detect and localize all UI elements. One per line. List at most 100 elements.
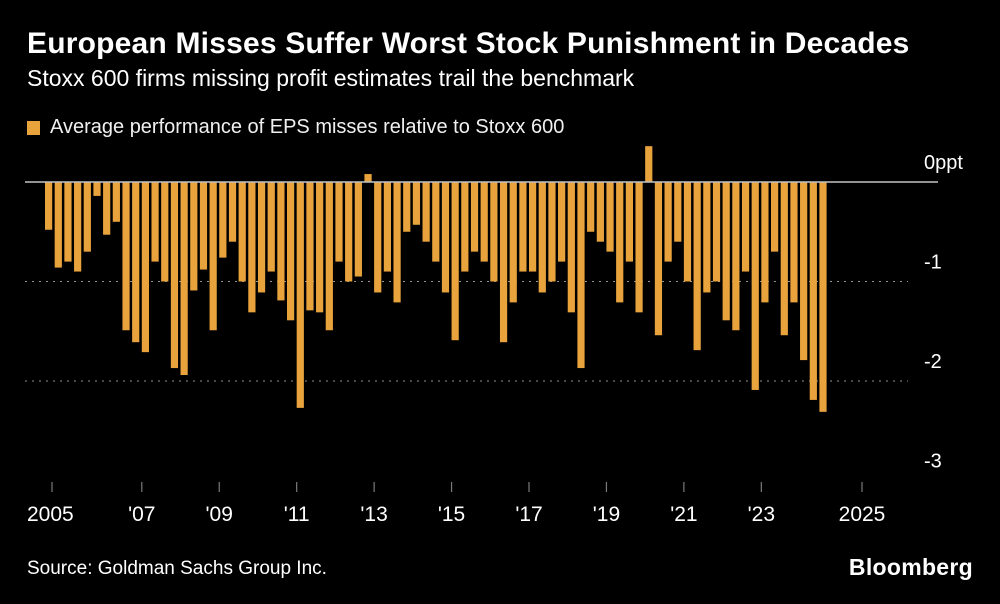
bar: [45, 182, 53, 230]
bar: [800, 182, 808, 361]
bar: [383, 182, 391, 272]
legend-swatch-icon: [27, 120, 40, 135]
bar: [316, 182, 324, 313]
bar: [432, 182, 440, 262]
bar: [257, 182, 266, 293]
bar: [635, 182, 643, 313]
page-title: European Misses Suffer Worst Stock Punis…: [27, 27, 910, 60]
x-axis-label: '15: [438, 503, 465, 526]
bar: [132, 182, 140, 343]
x-axis-label: '07: [128, 503, 155, 526]
bar: [238, 182, 246, 282]
bar: [335, 182, 343, 262]
bar: [112, 182, 120, 222]
bar: [567, 182, 575, 313]
bar: [93, 182, 101, 196]
bar: [761, 182, 769, 303]
legend: Average performance of EPS misses relati…: [27, 116, 564, 139]
x-axis-label: '09: [206, 503, 233, 526]
x-axis-label: '21: [670, 503, 697, 526]
bar: [538, 182, 546, 293]
bar: [161, 182, 169, 282]
y-axis-label: -2: [924, 351, 942, 373]
bar: [558, 182, 566, 262]
x-axis-label: 2025: [839, 503, 886, 526]
bar: [209, 182, 217, 331]
bar: [180, 182, 188, 376]
bar: [228, 182, 237, 242]
bar: [64, 182, 72, 262]
bar: [499, 182, 508, 343]
bar: [577, 182, 585, 369]
bar: [461, 182, 469, 272]
x-axis-label: '19: [593, 503, 620, 526]
legend-label: Average performance of EPS misses relati…: [50, 116, 565, 138]
bar: [722, 182, 730, 321]
x-axis-label: '17: [515, 503, 542, 526]
bar: [712, 182, 721, 282]
bar: [790, 182, 798, 303]
bar: [267, 182, 275, 272]
y-axis-label: -1: [924, 252, 942, 274]
bar: [587, 182, 595, 232]
x-axis-label: '13: [360, 503, 387, 526]
x-axis-label: '11: [284, 503, 310, 526]
bar: [480, 182, 488, 262]
bar: [596, 182, 604, 242]
bar: [403, 182, 411, 232]
bar: [441, 182, 450, 293]
bar: [732, 182, 740, 331]
bar: [374, 182, 382, 293]
bar: [103, 182, 111, 235]
bar: [451, 182, 459, 341]
bar: [509, 182, 517, 303]
bar: [780, 182, 788, 336]
bar: [819, 182, 827, 412]
bar: [664, 182, 672, 262]
bar: [519, 182, 527, 272]
bar: [548, 182, 556, 282]
bar: [490, 182, 498, 282]
bar: [645, 146, 653, 182]
bar: [809, 182, 817, 400]
y-axis-label: 0ppt: [924, 152, 963, 174]
bloomberg-logo: Bloomberg: [848, 554, 973, 580]
bar: [529, 182, 537, 272]
bar: [470, 182, 479, 252]
bar: [325, 182, 333, 331]
bar: [393, 182, 401, 303]
bar: [412, 182, 421, 225]
bar: [364, 174, 372, 182]
bar: [277, 182, 285, 301]
x-axis-label: 2005: [27, 503, 74, 526]
bar: [141, 182, 149, 353]
bar: [296, 182, 304, 408]
bar: [625, 182, 633, 262]
bar: [606, 182, 614, 252]
bar: [306, 182, 314, 311]
bar: [654, 182, 663, 336]
bar: [54, 182, 62, 268]
bar: [354, 182, 362, 277]
bar: [683, 182, 692, 282]
bar: [74, 182, 82, 272]
source-note: Source: Goldman Sachs Group Inc.: [27, 558, 327, 579]
bar: [199, 182, 208, 270]
bar: [422, 182, 430, 242]
bar: [741, 182, 750, 272]
bar: [345, 182, 353, 282]
bar: [219, 182, 227, 258]
chart-subtitle: Stoxx 600 firms missing profit estimates…: [27, 65, 635, 91]
bar: [703, 182, 711, 293]
bar: [248, 182, 256, 313]
bar: [771, 182, 779, 252]
bar: [170, 182, 179, 369]
bar: [287, 182, 295, 321]
bar: [616, 182, 624, 303]
bar: [674, 182, 682, 242]
bar: [83, 182, 91, 252]
x-axis-label: '23: [748, 503, 775, 526]
bar: [190, 182, 198, 291]
